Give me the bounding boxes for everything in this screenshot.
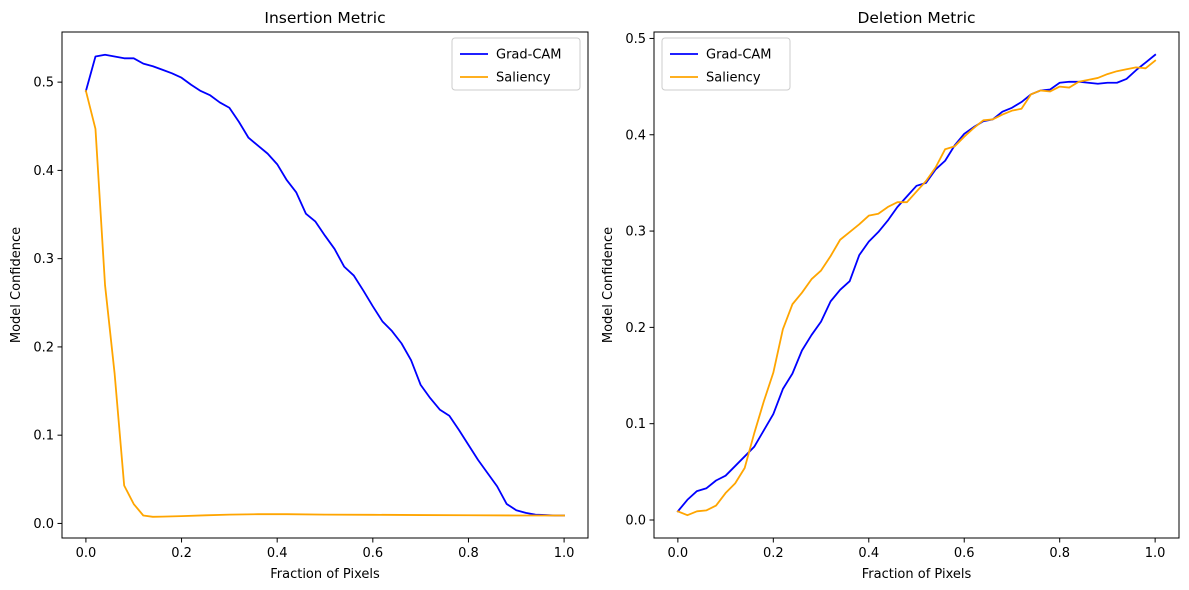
y-tick-label: 0.4 (33, 164, 54, 179)
series-line-grad-cam (676, 53, 1157, 513)
y-tick-label: 0.4 (625, 128, 646, 143)
legend-label-saliency: Saliency (496, 71, 551, 86)
plot-area-frame (653, 31, 1180, 539)
x-tick-label: 0.0 (76, 546, 97, 561)
x-tick-label: 1.0 (554, 546, 575, 561)
x-tick-label: 1.0 (1145, 546, 1166, 561)
series-line-saliency (676, 59, 1157, 517)
chart-title: Deletion Metric (857, 9, 975, 27)
chart-title: Insertion Metric (264, 9, 385, 27)
legend-label-grad-cam: Grad-CAM (496, 48, 562, 63)
y-axis-label: Model Confidence (601, 227, 616, 343)
y-tick-label: 0.2 (625, 321, 646, 336)
y-tick-label: 0.2 (33, 340, 54, 355)
y-tick-label: 0.5 (33, 76, 54, 91)
y-axis-label: Model Confidence (9, 227, 24, 343)
y-tick-label: 0.1 (33, 429, 54, 444)
y-tick-label: 0.0 (625, 513, 646, 528)
x-tick-label: 0.2 (171, 546, 192, 561)
legend-label-saliency: Saliency (706, 71, 761, 86)
x-tick-label: 0.4 (858, 546, 879, 561)
legend: Grad-CAM Saliency (661, 37, 791, 91)
y-tick-label: 0.3 (625, 225, 646, 240)
y-tick-label: 0.5 (625, 32, 646, 47)
plot-area-frame (61, 31, 589, 539)
y-tick-label: 0.0 (33, 517, 54, 532)
series-line-saliency (84, 89, 565, 518)
x-tick-label: 0.8 (458, 546, 479, 561)
x-axis-label: Fraction of Pixels (862, 567, 972, 582)
series-line-grad-cam (84, 53, 565, 517)
x-tick-label: 0.2 (763, 546, 784, 561)
insertion-metric-panel: 0.0 0.2 0.4 0.6 0.8 1.0 0.0 0.1 0.2 0.3 0.4 0.5 Inse… (9, 9, 589, 582)
y-tick-label: 0.1 (625, 417, 646, 432)
deletion-metric-panel: 0.0 0.2 0.4 0.6 0.8 1.0 0.0 0.1 0.2 0.3 0.4 0.5 Dele… (601, 9, 1180, 582)
x-tick-label: 0.4 (267, 546, 288, 561)
legend-label-grad-cam: Grad-CAM (706, 48, 772, 63)
x-tick-label: 0.6 (362, 546, 383, 561)
x-tick-label: 0.6 (954, 546, 975, 561)
x-axis-label: Fraction of Pixels (270, 567, 380, 582)
x-tick-label: 0.8 (1049, 546, 1070, 561)
legend: Grad-CAM Saliency (451, 37, 581, 91)
x-tick-label: 0.0 (668, 546, 689, 561)
y-tick-label: 0.3 (33, 252, 54, 267)
